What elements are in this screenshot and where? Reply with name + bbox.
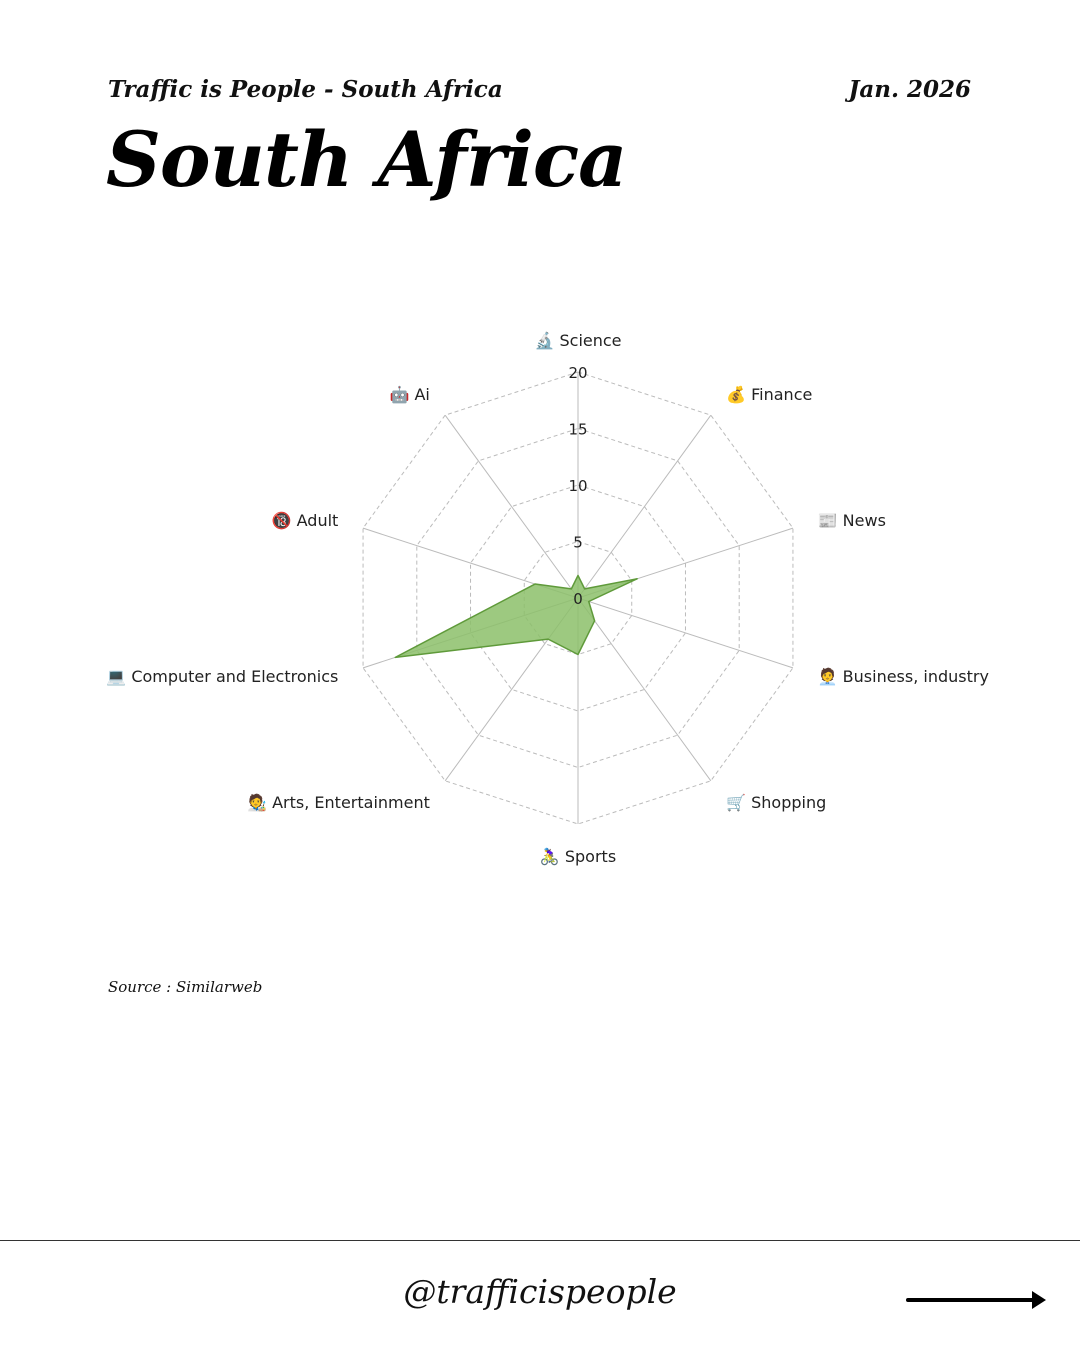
tick-label: 0	[573, 590, 583, 608]
footer-divider	[0, 1240, 1080, 1241]
axis-label-text: Business, industry	[843, 667, 989, 686]
tick-label: 5	[573, 534, 583, 552]
axis-label: 📰 News	[818, 511, 886, 530]
grid-ring-20	[362, 371, 794, 825]
shopping-cart-icon: 🛒	[726, 793, 751, 812]
date-label: Jan. 2026	[848, 76, 971, 103]
grid-ring-5	[523, 540, 633, 656]
tick-label: 15	[568, 421, 587, 439]
axis-label-text: Finance	[751, 385, 812, 404]
tick-label: 20	[568, 364, 587, 382]
grid-spoke	[577, 414, 712, 599]
axis-label: 🚴‍♀️ Sports	[540, 847, 616, 866]
axis-label: 🧑‍🎨 Arts, Entertainment	[247, 793, 430, 812]
axis-label-text: Sports	[565, 847, 616, 866]
axis-label: 🔞 Adult	[272, 511, 339, 530]
grid-spoke	[577, 597, 794, 669]
axis-label: 💰 Finance	[726, 385, 812, 404]
newspaper-icon: 📰	[818, 511, 843, 530]
grid-spoke	[444, 414, 579, 599]
grid-spoke	[577, 597, 712, 782]
radar-chart: 0 5 10 15 20 🔬 Science 💰 Finance 📰 News 🧑‍💼 Bus…	[106, 331, 989, 866]
artist-icon: 🧑‍🎨	[247, 793, 272, 812]
tick-label: 10	[568, 477, 587, 495]
money-bag-icon: 💰	[726, 385, 751, 404]
social-handle: @trafficispeople	[403, 1272, 677, 1311]
no-under-18-icon: 🔞	[272, 511, 297, 530]
kicker: Traffic is People - South Africa	[108, 76, 503, 103]
arrow-right-icon[interactable]	[906, 1288, 1048, 1312]
axis-label-text: Shopping	[751, 793, 826, 812]
grid-ring-10	[470, 484, 686, 712]
axis-label: 🧑‍💼 Business, industry	[818, 667, 989, 686]
axis-label-text: Arts, Entertainment	[272, 793, 430, 812]
axis-label-text: Ai	[414, 385, 429, 404]
robot-icon: 🤖	[389, 385, 414, 404]
series-area	[394, 574, 638, 659]
axis-label: 🛒 Shopping	[726, 793, 826, 812]
cyclist-icon: 🚴‍♀️	[540, 847, 565, 866]
axis-label-text: Adult	[297, 511, 339, 530]
laptop-icon: 💻	[106, 667, 131, 686]
axis-label-text: Science	[559, 331, 621, 350]
radar-ticks: 0 5 10 15 20	[568, 364, 587, 608]
source-note: Source : Similarweb	[108, 978, 263, 996]
radar-axis-labels: 🔬 Science 💰 Finance 📰 News 🧑‍💼 Business, in…	[106, 331, 989, 866]
axis-label: 💻 Computer and Electronics	[106, 667, 338, 686]
office-worker-icon: 🧑‍💼	[818, 667, 843, 686]
axis-label-text: News	[843, 511, 886, 530]
radar-series	[394, 574, 638, 659]
microscope-icon: 🔬	[534, 331, 559, 350]
page-title: South Africa	[106, 115, 627, 204]
axis-label: 🤖 Ai	[389, 385, 429, 404]
axis-label: 🔬 Science	[534, 331, 621, 350]
axis-label-text: Computer and Electronics	[131, 667, 338, 686]
